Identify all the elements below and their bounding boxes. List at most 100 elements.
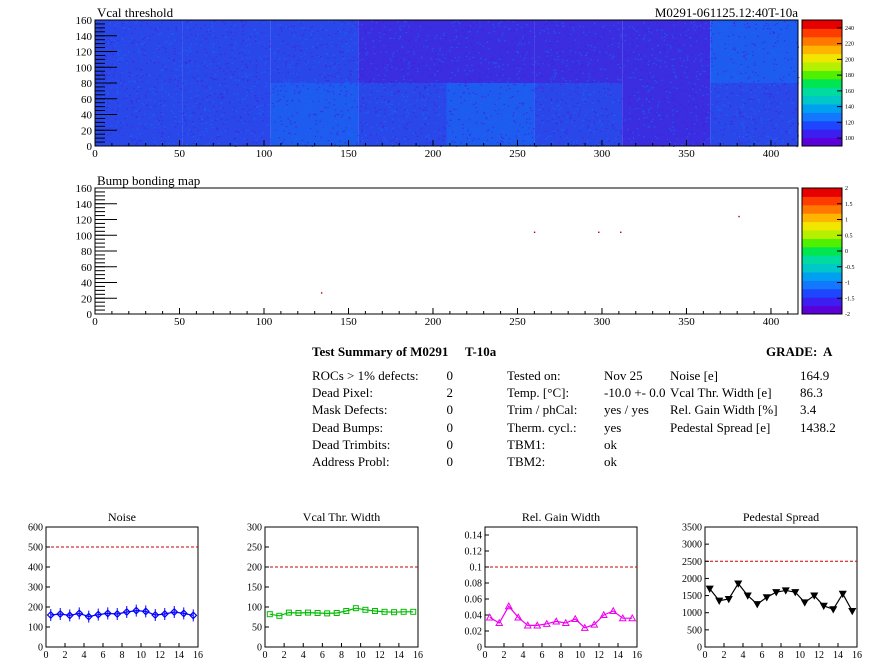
data-point [791,589,800,597]
plot-subtitle: M0291-061125.12:40T-10a [655,5,798,20]
roc-block [446,20,535,83]
y-tick-label: 160 [76,183,93,195]
heatmap-0: 0 50 100 150 200 250 300 350 400 0 20 40 60 80 100 120 1… [76,5,855,160]
y-tick-label: 2500 [682,557,702,568]
colorbar-frame [801,19,843,147]
y-tick-label: 160 [76,15,93,27]
x-tick-label: 400 [763,148,780,160]
plot-rel-gain-width: Rel. Gain Width 0 2 4 6 8 10 12 14 16 0 0.02 0.04 0.0… [465,510,643,661]
data-point [160,609,169,619]
data-point [523,621,532,629]
y-tick-label: 600 [28,523,43,534]
colorbar-band [802,272,842,281]
data-point [352,605,359,612]
data-point [599,610,608,619]
colorbar-band [802,45,842,55]
data-point [609,606,618,615]
defects-label: ROCs > 1% defects: [312,368,419,383]
x-tick-label: 150 [340,316,357,328]
y-tick-label: 1500 [682,591,702,602]
summary-temp-label: T-10a [465,344,497,359]
x-tick-label: 10 [575,650,585,661]
colorbar-band [802,238,842,248]
x-tick-label: 8 [120,650,125,661]
x-tick-label: 14 [833,650,843,661]
colorbar-tick-label: 2 [845,186,848,192]
data-point [400,608,407,615]
x-tick-label: 4 [82,650,87,661]
x-tick-label: 16 [852,650,862,661]
x-tick-label: 250 [509,148,526,160]
y-tick-label: 0 [477,643,482,654]
x-tick-label: 400 [763,316,780,328]
y-tick-label: 200 [28,603,43,614]
data-point [533,621,542,629]
data-point [324,610,331,617]
colorbar-band [802,78,842,88]
x-tick-label: 12 [375,650,385,661]
x-tick-label: 0 [92,316,98,328]
x-tick-label: 50 [174,148,186,160]
data-point [285,609,292,616]
data-point [734,580,743,588]
x-tick-label: 14 [174,650,184,661]
data-point [75,609,84,618]
colorbar-band [802,280,842,290]
data-point [590,620,599,628]
conditions-value: yes [604,419,622,435]
roc-block [534,83,623,146]
x-tick-label: 4 [741,650,746,661]
defects-value: 0 [446,436,454,452]
y-tick-label: 3000 [682,540,702,551]
data-point [580,623,589,631]
data-point [514,613,523,621]
data-point [781,587,790,595]
data-point [552,617,561,625]
y-tick-label: 0.06 [465,595,483,606]
conditions-label: Temp. [°C]: [507,385,570,401]
data-point [141,607,150,616]
results-value: 3.4 [800,402,817,418]
plot-noise: Noise 0 2 4 6 8 10 12 14 16 0 100 200 300 400 500 600 [28,510,203,661]
colorbar-tick-label: 1.5 [845,202,853,208]
defects-label: Dead Trimbits: [312,436,391,452]
x-tick-label: 16 [413,650,423,661]
conditions-label: Tested on: [507,368,561,383]
plot-frame [484,526,638,648]
colorbar-band [802,297,842,307]
x-tick-label: 2 [63,650,68,661]
conditions-label: TBM1: [507,436,546,452]
dead-bump-point [533,231,536,233]
plot-title: Bump bonding map [97,173,200,188]
y-tick-label: 100 [76,62,93,74]
plot-title: Vcal Thr. Width [303,510,380,524]
colorbar-tick-label: 200 [845,57,854,63]
plot-title: Pedestal Spread [743,510,819,524]
x-tick-label: 10 [356,650,366,661]
colorbar-band [802,263,842,273]
heatmap-1: 0 50 100 150 200 250 300 350 4000204060801001201… [76,173,855,328]
colorbar-band [802,196,842,206]
data-point [151,610,160,620]
roc-block [358,83,447,146]
data-point [381,608,388,615]
x-tick-label: 2 [722,650,727,661]
x-tick-label: 16 [632,650,642,661]
data-point [618,613,627,622]
colorbar-tick-label: 220 [845,42,854,48]
y-tick-label: 0 [87,309,93,321]
x-tick-label: 12 [155,650,165,661]
plot-pedestal-spread: Pedestal Spread 0 2 4 6 8 10 12 14 16 0 500 1000 1500… [682,510,862,661]
colorbar-tick-label: 0.5 [845,233,853,239]
series-line [269,607,414,617]
colorbar-band [802,70,842,80]
defects-label: Mask Defects: [312,402,388,418]
data-point [84,612,93,621]
colorbar-band [802,213,842,223]
data-point [305,609,312,616]
colorbar-band [802,288,842,298]
plot-vcal-thr-width: Vcal Thr. Width 0 2 4 6 8 10 12 14 16 0 50 100 150 200… [247,510,423,661]
data-point [122,607,131,617]
data-point [715,597,724,605]
x-tick-label: 300 [594,148,611,160]
